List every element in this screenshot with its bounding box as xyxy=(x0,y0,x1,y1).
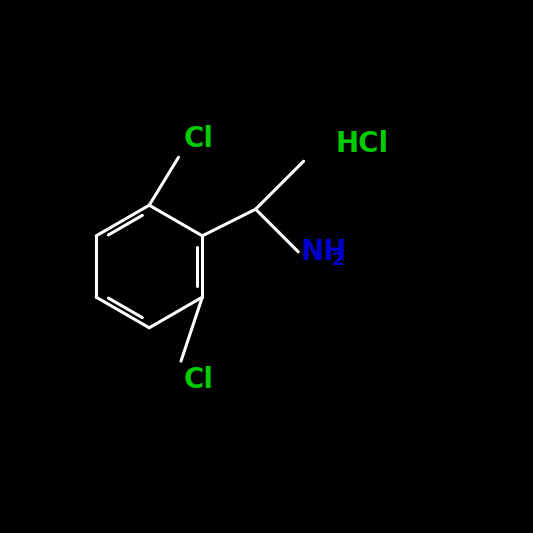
Text: NH: NH xyxy=(301,238,347,266)
Text: 2: 2 xyxy=(332,251,344,269)
Text: HCl: HCl xyxy=(336,130,389,158)
Text: Cl: Cl xyxy=(184,367,214,394)
Text: Cl: Cl xyxy=(184,125,214,153)
